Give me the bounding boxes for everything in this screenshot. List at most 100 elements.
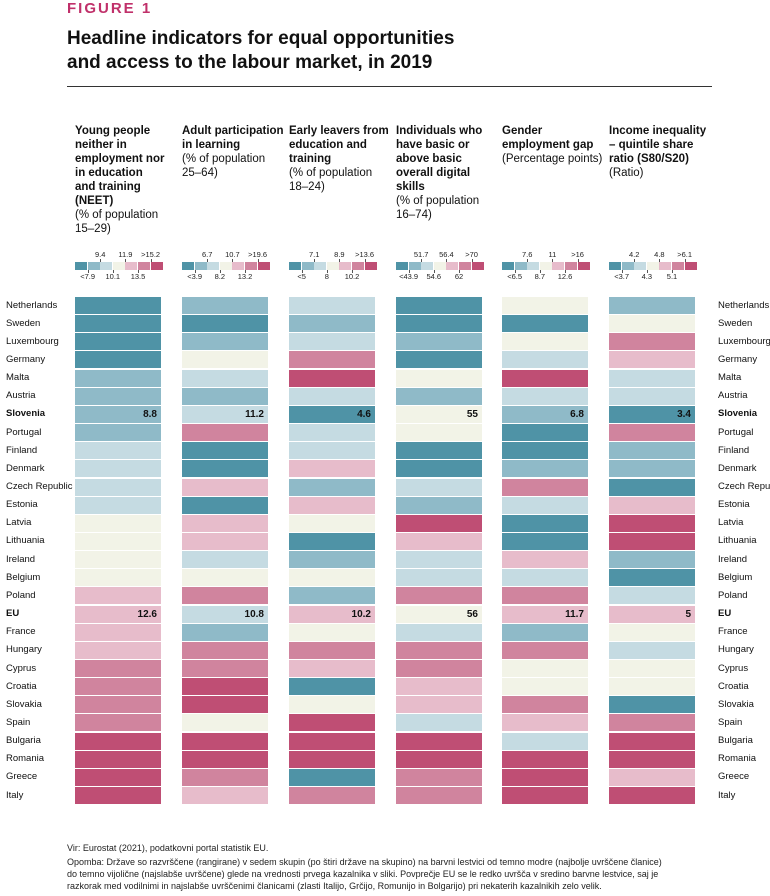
country-label: Croatia [718, 680, 749, 692]
legend-threshold-label: <7.9 [80, 272, 95, 281]
heatmap-cell [75, 442, 161, 460]
country-label: Ireland [718, 553, 748, 565]
country-label: Croatia [6, 680, 37, 692]
heatmap-cell [289, 605, 375, 623]
country-label: EU [718, 608, 732, 620]
legend-threshold-label: >6.1 [677, 250, 692, 259]
footnote-note-2: do temno vijolične (najslabše uvrščene) … [67, 869, 659, 879]
legend-tick [646, 270, 648, 273]
heatmap-cell [182, 714, 268, 732]
heatmap-cell [289, 732, 375, 750]
heatmap-cell [609, 478, 695, 496]
country-label: Belgium [6, 571, 41, 583]
country-label: Belgium [718, 571, 753, 583]
heatmap-cell [609, 768, 695, 786]
column-header-title: Early leavers from education and trainin… [289, 125, 389, 165]
legend-swatch [301, 262, 314, 270]
legend-threshold-label: 10.1 [105, 272, 121, 281]
country-label: Slovenia [718, 408, 758, 420]
legend-tick [433, 270, 435, 273]
heatmap-cell [289, 351, 375, 369]
heatmap-cell [75, 605, 161, 623]
legend-threshold-label: 8.7 [534, 272, 546, 281]
heatmap-cell [609, 623, 695, 641]
heatmap-cell [182, 369, 268, 387]
heatmap-cell [289, 532, 375, 550]
column-header-title: Gender employment gap [502, 125, 594, 151]
heatmap-cell [75, 732, 161, 750]
country-label: Malta [6, 372, 30, 384]
heatmap-cell [75, 460, 161, 478]
country-label: Spain [718, 716, 743, 728]
heatmap-cell [396, 514, 482, 532]
heatmap-cell [289, 315, 375, 333]
heatmap-cell [75, 660, 161, 677]
heatmap-cell [75, 787, 161, 805]
legend-threshold-label: 5.1 [666, 272, 678, 281]
heatmap-cell [289, 660, 375, 677]
heatmap-cell [289, 424, 375, 442]
column-header-subtitle: (Ratio) [609, 167, 644, 179]
legend-tick [150, 259, 152, 262]
cell-value-label: 11.2 [245, 408, 264, 420]
heatmap-cell [182, 732, 268, 750]
heatmap-cell [396, 605, 482, 623]
heatmap-cell [75, 678, 161, 696]
heatmap-cell [289, 551, 375, 569]
heatmap-cell [609, 297, 695, 314]
legend-threshold-label: <3.9 [187, 272, 202, 281]
country-label: Bulgaria [6, 735, 41, 747]
heatmap-cell [182, 532, 268, 550]
legend-swatch [289, 262, 301, 270]
country-label: Cyprus [6, 662, 37, 674]
legend-swatch [245, 262, 257, 270]
legend-2: 6.7 10.7 >19.6 <3.9 8.2 13.2 [182, 250, 272, 286]
title-divider [67, 86, 712, 87]
column-header-6: Income inequality – quintile share ratio… [609, 124, 714, 180]
heatmap-cell [182, 351, 268, 369]
legend-swatch [182, 262, 194, 270]
heatmap-cell [182, 551, 268, 569]
country-label: Austria [6, 390, 36, 402]
heatmap-cell [289, 787, 375, 805]
cell-value-label: 6.8 [570, 408, 584, 420]
heatmap-cell [289, 297, 375, 314]
legend-threshold-label: 54.6 [426, 272, 442, 281]
country-label: France [718, 626, 748, 638]
country-label: Germany [718, 353, 758, 365]
heatmap-cell [396, 532, 482, 550]
heatmap-cell [396, 750, 482, 768]
heatmap-cell [289, 333, 375, 351]
heatmap-cell [396, 787, 482, 805]
country-label: France [6, 626, 36, 638]
heatmap-cell [609, 750, 695, 768]
legend-swatch [150, 262, 163, 270]
column-header-5: Gender employment gap (Percentage points) [502, 124, 607, 166]
legend-tick [684, 259, 686, 262]
heatmap-cell [609, 387, 695, 405]
legend-swatch [352, 262, 364, 270]
heatmap-cell [396, 333, 482, 351]
legend-tick [527, 259, 529, 262]
legend-threshold-label: 7.6 [521, 250, 533, 259]
heatmap-cell [75, 315, 161, 333]
column-header-subtitle: (% of population 18–24) [289, 167, 373, 193]
heatmap-cell [396, 696, 482, 714]
column-header-title: Adult participation in learning [182, 125, 284, 151]
legend-swatch [100, 262, 113, 270]
legend-threshold-label: >15.2 [141, 250, 161, 259]
country-label: Lithuania [718, 535, 757, 547]
heatmap-cell [502, 787, 588, 805]
country-label: Spain [6, 716, 31, 728]
heatmap-cell [396, 732, 482, 750]
legend-swatch [514, 262, 527, 270]
legend-4: 51.7 56.4 >70 <43.9 54.6 62 [396, 250, 486, 286]
country-label: Luxembourg [6, 335, 59, 347]
heatmap-cell [289, 387, 375, 405]
heatmap-cell [75, 714, 161, 732]
legend-tick [138, 270, 139, 273]
column-header-2: Adult participation in learning (% of pop… [182, 124, 287, 180]
heatmap-cell [502, 732, 588, 750]
cell-value-label: 10.2 [351, 608, 371, 620]
legend-1: 9.4 11.9 >15.2 <7.9 10.1 13.5 [75, 250, 165, 286]
